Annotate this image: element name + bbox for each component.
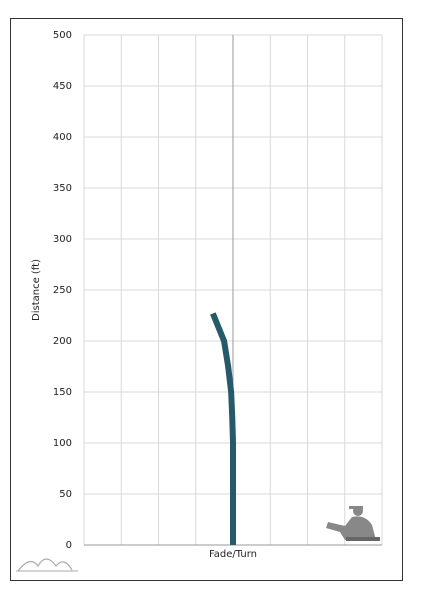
- y-tick-label: 500: [53, 30, 72, 41]
- logo-right: [326, 506, 380, 541]
- flight-path: [210, 312, 236, 545]
- x-axis-label: Fade/Turn: [209, 549, 257, 560]
- y-tick-label: 0: [66, 540, 72, 551]
- y-tick-label: 250: [53, 285, 72, 296]
- y-tick-label: 150: [53, 387, 72, 398]
- y-tick-label: 450: [53, 81, 72, 92]
- y-tick-label: 100: [53, 438, 72, 449]
- logo-left: [16, 558, 78, 572]
- y-axis-label: Distance (ft): [31, 259, 42, 321]
- y-tick-label: 50: [59, 489, 72, 500]
- y-tick-label: 350: [53, 183, 72, 194]
- y-tick-label: 400: [53, 132, 72, 143]
- chart-frame: [10, 18, 403, 581]
- y-tick-label: 300: [53, 234, 72, 245]
- y-tick-label: 200: [53, 336, 72, 347]
